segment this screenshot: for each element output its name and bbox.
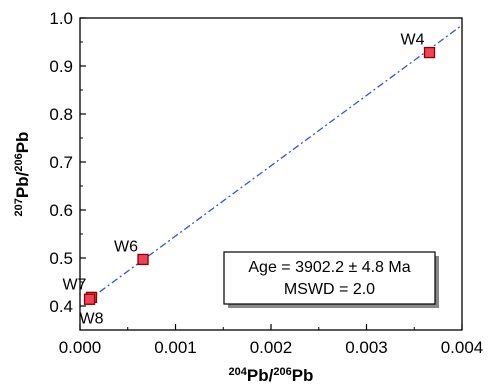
- x-tick-label: 0.000: [59, 338, 102, 357]
- mswd-annotation: MSWD = 2.0: [284, 281, 375, 298]
- y-tick-label: 0.6: [49, 201, 73, 220]
- x-axis-title: 204Pb/206Pb: [229, 366, 314, 385]
- y-tick-label: 0.4: [49, 297, 73, 316]
- y-tick-label: 0.8: [49, 105, 73, 124]
- point-label-w6: W6: [114, 238, 138, 255]
- legend-box: Age = 3902.2 ± 4.8 Ma MSWD = 2.0: [223, 251, 439, 308]
- y-tick-label: 0.9: [49, 57, 73, 76]
- age-annotation: Age = 3902.2 ± 4.8 Ma: [248, 259, 410, 276]
- data-point-w6: [137, 253, 149, 266]
- x-tick-label: 0.003: [345, 338, 388, 357]
- legend-frame: [223, 251, 436, 305]
- x-tick-label: 0.002: [250, 338, 293, 357]
- isochron-line: [87, 24, 463, 302]
- data-point-w4: [423, 46, 436, 59]
- regression-line: [87, 24, 463, 302]
- point-label-w8: W8: [80, 310, 104, 327]
- y-tick-label: 0.7: [49, 153, 73, 172]
- data-point-w8: [83, 293, 96, 305]
- x-axis-ticks: 0.000 0.001 0.002 0.003 0.004: [59, 324, 484, 357]
- data-points: W4 W6 W7 W8: [62, 32, 436, 327]
- x-tick-label: 0.001: [154, 338, 197, 357]
- point-label-w4: W4: [401, 32, 425, 49]
- y-tick-label: 1.0: [49, 9, 73, 28]
- y-axis-ticks: 0.4 0.5 0.6 0.7 0.8 0.9 1.0: [49, 9, 86, 331]
- x-tick-label: 0.004: [441, 338, 484, 357]
- y-tick-label: 0.5: [49, 249, 73, 268]
- y-axis-title: 207Pb/206Pb: [13, 132, 32, 217]
- point-label-w7: W7: [62, 276, 86, 293]
